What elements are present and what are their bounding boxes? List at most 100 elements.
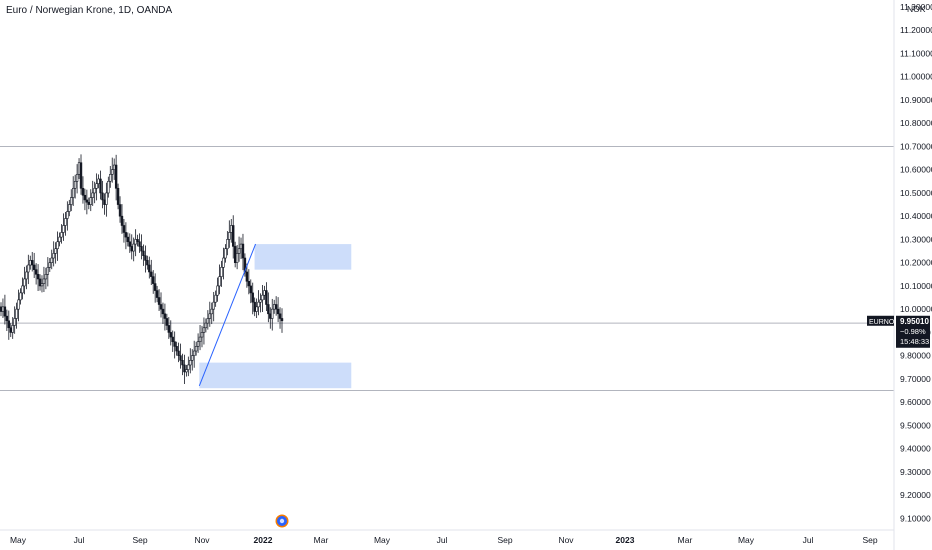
candle-body xyxy=(132,243,135,252)
candle-body xyxy=(239,243,243,250)
candle-body xyxy=(189,360,192,366)
candle-body xyxy=(155,290,159,298)
price-badge xyxy=(896,315,930,348)
candle-body xyxy=(36,273,40,280)
candle-body xyxy=(79,162,83,189)
time-tick-label: May xyxy=(738,535,755,545)
candle-body xyxy=(66,211,69,219)
candle-body xyxy=(34,269,38,275)
candle-body xyxy=(157,297,161,305)
candle-body xyxy=(126,236,130,243)
price-tick-label: 10.30000 xyxy=(900,234,932,244)
candle-body xyxy=(21,285,24,294)
candle-body xyxy=(11,325,14,333)
candle-body xyxy=(152,276,155,284)
candle-body xyxy=(124,232,128,238)
candle-body xyxy=(194,346,198,352)
candle-body xyxy=(212,301,215,310)
candle-body xyxy=(167,325,171,333)
time-tick-label: 2022 xyxy=(254,535,273,545)
price-tick-label: 10.40000 xyxy=(900,211,932,221)
candle-body xyxy=(271,308,274,319)
price-tick-label: 10.20000 xyxy=(900,258,932,268)
candle-body xyxy=(72,187,75,198)
price-tick-label: 11.10000 xyxy=(900,48,932,58)
candle-body xyxy=(257,301,260,308)
candle-body xyxy=(3,306,7,317)
candle-body xyxy=(142,250,145,257)
price-tick-label: 10.10000 xyxy=(900,281,932,291)
time-tick-label: Jul xyxy=(803,535,814,545)
candle-body xyxy=(251,292,254,303)
candle-body xyxy=(247,280,251,287)
symbol-badge-label: EURNOK xyxy=(869,319,899,326)
candle-body xyxy=(134,239,137,245)
price-tick-label: 9.60000 xyxy=(900,397,931,407)
price-tick-label: 10.00000 xyxy=(900,304,932,314)
candle-body xyxy=(185,369,188,373)
candle-body xyxy=(161,308,165,315)
price-tick-label: 10.90000 xyxy=(900,95,932,105)
candle-body xyxy=(19,292,22,301)
price-zone-rect[interactable] xyxy=(199,362,352,389)
candle-body xyxy=(97,178,100,184)
candle-body xyxy=(148,264,151,273)
candle-body xyxy=(29,260,32,266)
trendline[interactable] xyxy=(198,243,257,387)
time-tick-label: Sep xyxy=(497,535,512,545)
candle-body xyxy=(249,285,252,294)
candle-body xyxy=(89,197,92,205)
candle-body xyxy=(228,232,231,240)
candle-body xyxy=(75,174,79,182)
price-zones xyxy=(199,244,352,389)
price-change-value: −0.98% xyxy=(900,327,926,336)
candle-body xyxy=(114,164,118,189)
candle-body xyxy=(93,187,96,194)
time-axis[interactable]: May Jul Sep Nov 2022 Mar May Jul Sep Nov 2023 Mar Ma… xyxy=(0,529,894,545)
horizontal-lines xyxy=(0,145,894,392)
candle-body xyxy=(50,257,53,263)
candle-body xyxy=(153,283,157,291)
price-axis[interactable]: NOK 11.30000 11.20000 11.10000 11.00000 10.9… xyxy=(893,0,932,550)
candle-body xyxy=(60,232,63,238)
time-tick-label: Mar xyxy=(678,535,693,545)
candle-body xyxy=(175,346,178,352)
time-tick-label: Jul xyxy=(437,535,448,545)
time-tick-label: Sep xyxy=(862,535,877,545)
candle-body xyxy=(265,290,268,305)
candle-body xyxy=(120,215,124,226)
candle-body xyxy=(13,318,16,326)
candle-body xyxy=(7,320,11,329)
candle-body xyxy=(255,306,258,312)
time-tick-label: Mar xyxy=(314,535,329,545)
candle-body xyxy=(38,278,42,287)
price-zone-rect[interactable] xyxy=(254,244,352,270)
candle-body xyxy=(116,187,120,205)
candle-body xyxy=(253,301,256,312)
candle-body xyxy=(56,241,59,250)
candle-body xyxy=(109,174,112,182)
candle-body xyxy=(216,285,219,296)
candle-body xyxy=(85,199,89,203)
candle-body xyxy=(276,308,280,315)
currency-label: NOK xyxy=(907,4,926,14)
candlesticks xyxy=(0,154,284,385)
candle-body xyxy=(62,225,65,233)
candle-body xyxy=(177,350,180,356)
candle-body xyxy=(32,264,36,270)
candle-body xyxy=(5,315,9,322)
candle-body xyxy=(64,218,67,226)
price-tick-label: 11.30000 xyxy=(900,2,932,12)
time-tick-label: May xyxy=(10,535,27,545)
candle-body xyxy=(48,262,51,268)
candle-body xyxy=(146,260,149,266)
candle-body xyxy=(204,322,208,329)
candle-body xyxy=(226,239,229,250)
event-marker-icon[interactable] xyxy=(275,514,289,528)
candle-body xyxy=(179,355,182,361)
candle-body xyxy=(173,341,176,347)
candle-body xyxy=(54,248,57,254)
price-tick-label: 9.50000 xyxy=(900,420,931,430)
time-tick-label: Nov xyxy=(558,535,574,545)
